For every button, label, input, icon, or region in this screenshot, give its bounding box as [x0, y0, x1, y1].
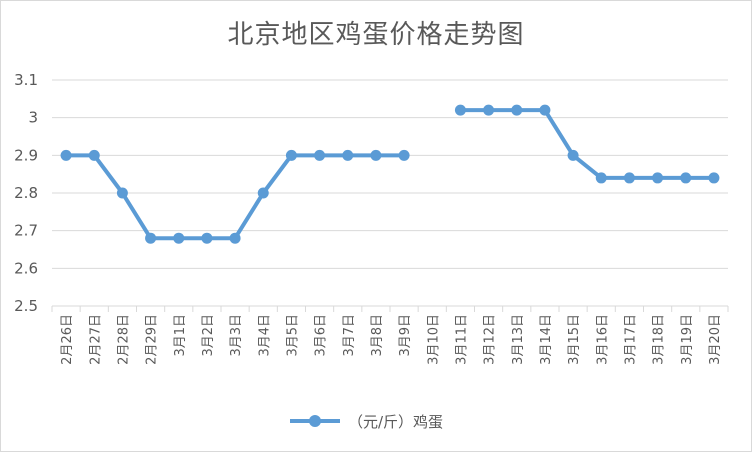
x-tick-label-0: 2月26日 — [60, 314, 75, 365]
data-point-8 — [285, 149, 297, 161]
legend-marker — [290, 415, 340, 427]
data-point-15 — [483, 104, 495, 116]
x-tick-label-17: 3月14日 — [539, 314, 554, 365]
data-point-5 — [201, 232, 213, 244]
data-point-22 — [680, 172, 692, 184]
x-tick-label-21: 3月18日 — [652, 314, 667, 365]
y-tick-label-0: 2.5 — [14, 297, 38, 315]
x-tick-label-7: 3月4日 — [257, 314, 272, 357]
y-tick-label-3: 2.8 — [14, 184, 38, 202]
x-tick-label-16: 3月13日 — [511, 314, 526, 365]
data-point-20 — [623, 172, 635, 184]
x-tick-label-15: 3月12日 — [483, 314, 498, 365]
data-point-3 — [145, 232, 157, 244]
data-point-10 — [342, 149, 354, 161]
data-point-21 — [652, 172, 664, 184]
data-point-9 — [314, 149, 326, 161]
y-tick-label-1: 2.6 — [14, 259, 38, 277]
x-tick-label-19: 3月16日 — [595, 314, 610, 365]
data-point-0 — [60, 149, 72, 161]
series-0-line-0 — [66, 153, 405, 241]
x-tick-label-5: 3月2日 — [201, 314, 216, 357]
y-tick-label-6: 3.1 — [14, 71, 38, 89]
x-tick-label-4: 3月1日 — [173, 314, 188, 357]
data-point-17 — [539, 104, 551, 116]
y-tick-label-4: 2.9 — [14, 146, 38, 164]
legend-dot — [309, 415, 321, 427]
x-tick-label-23: 3月20日 — [708, 314, 723, 365]
x-tick-label-18: 3月15日 — [567, 314, 582, 365]
data-point-7 — [257, 187, 269, 199]
x-tick-label-10: 3月7日 — [342, 314, 357, 357]
legend-label: （元/斤）鸡蛋 — [348, 412, 444, 431]
data-point-4 — [173, 232, 185, 244]
x-tick-label-6: 3月3日 — [229, 314, 244, 357]
series-0-line-1 — [460, 108, 714, 180]
y-tick-label-2: 2.7 — [14, 222, 38, 240]
data-point-23 — [708, 172, 720, 184]
data-point-2 — [116, 187, 128, 199]
data-point-11 — [370, 149, 382, 161]
chart-legend: （元/斤）鸡蛋 — [290, 409, 443, 433]
x-tick-label-11: 3月8日 — [370, 314, 385, 357]
data-point-19 — [595, 172, 607, 184]
x-tick-label-13: 3月10日 — [426, 314, 441, 365]
chart-title: 北京地区鸡蛋价格走势图 — [227, 20, 525, 50]
x-tick-label-2: 2月28日 — [116, 314, 131, 365]
data-point-12 — [398, 149, 410, 161]
x-tick-label-1: 2月27日 — [88, 314, 103, 365]
y-tick-label-5: 3 — [28, 109, 38, 127]
x-tick-label-14: 3月11日 — [454, 314, 469, 365]
data-point-16 — [511, 104, 523, 116]
data-point-6 — [229, 232, 241, 244]
x-tick-label-8: 3月5日 — [285, 314, 300, 357]
data-point-1 — [88, 149, 100, 161]
data-point-18 — [567, 149, 579, 161]
x-tick-label-20: 3月17日 — [623, 314, 638, 365]
x-tick-label-9: 3月6日 — [314, 314, 329, 357]
x-tick-label-12: 3月9日 — [398, 314, 413, 357]
x-tick-label-3: 2月29日 — [145, 314, 160, 365]
x-tick-label-22: 3月19日 — [680, 314, 695, 365]
data-point-14 — [454, 104, 466, 116]
